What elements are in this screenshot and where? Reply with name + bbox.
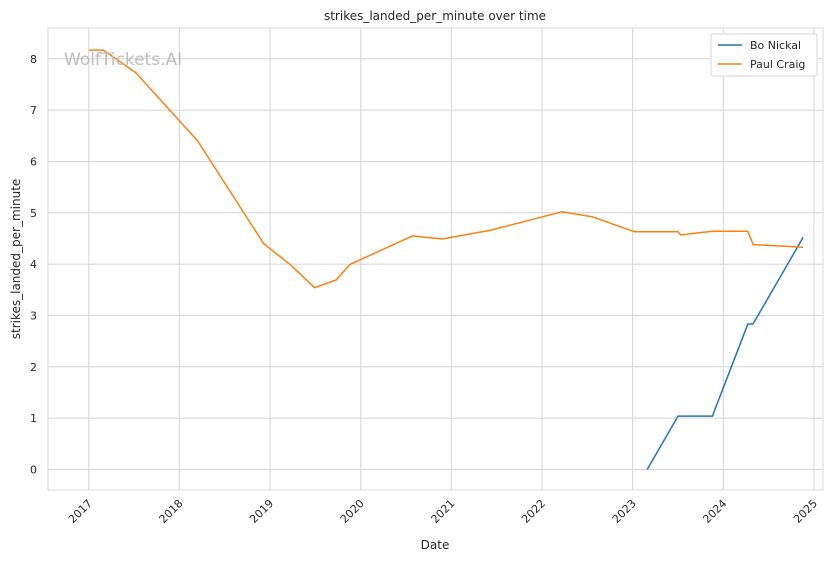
series-line-paul-craig bbox=[88, 49, 804, 289]
x-tick-label: 2023 bbox=[610, 497, 639, 526]
x-tick-label: 2022 bbox=[519, 497, 548, 526]
series-lines bbox=[88, 49, 804, 470]
y-tick-label: 3 bbox=[30, 309, 37, 322]
legend-label: Bo Nickal bbox=[750, 39, 801, 52]
x-tick-label: 2020 bbox=[338, 497, 367, 526]
x-tick-label: 2024 bbox=[700, 497, 729, 526]
x-tick-label: 2018 bbox=[157, 497, 186, 526]
legend: Bo Nickal Paul Craig bbox=[710, 33, 818, 77]
y-tick-label: 2 bbox=[30, 361, 37, 374]
watermark: WolfTickets.AI bbox=[64, 50, 182, 70]
x-tick-label: 2025 bbox=[791, 497, 820, 526]
y-tick-label: 1 bbox=[30, 412, 37, 425]
series-line-bo-nickal bbox=[646, 237, 804, 470]
y-tick-label: 6 bbox=[30, 155, 37, 168]
x-tick-label: 2019 bbox=[247, 497, 276, 526]
y-tick-label: 5 bbox=[30, 207, 37, 220]
plot-area bbox=[47, 27, 824, 491]
x-axis-title: Date bbox=[421, 538, 450, 552]
y-tick-label: 0 bbox=[30, 463, 37, 476]
y-axis-title: strikes_landed_per_minute bbox=[9, 179, 23, 340]
y-tick-label: 7 bbox=[30, 104, 37, 117]
y-tick-label: 4 bbox=[30, 258, 37, 271]
y-tick-label: 8 bbox=[30, 53, 37, 66]
legend-label: Paul Craig bbox=[750, 58, 805, 71]
x-tick-label: 2017 bbox=[66, 497, 95, 526]
x-tick-labels: 2017 2018 2019 2020 2021 2022 2023 2024 2025 bbox=[66, 497, 820, 526]
y-tick-labels: 0 1 2 3 4 5 6 7 8 bbox=[30, 53, 37, 477]
x-tick-label: 2021 bbox=[428, 497, 457, 526]
chart-title: strikes_landed_per_minute over time bbox=[324, 9, 546, 23]
grid-lines bbox=[48, 28, 823, 490]
